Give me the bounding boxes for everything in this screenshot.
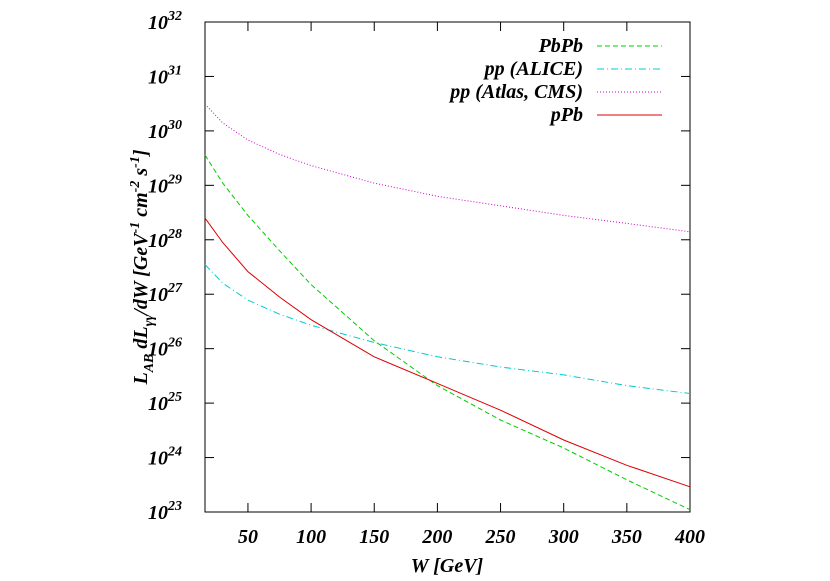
x-tick-label: 200 <box>421 526 452 548</box>
y-tick-base: 10 <box>148 339 168 361</box>
y-tick-power: 26 <box>167 336 182 351</box>
y-tick-label: 1030 <box>148 118 182 143</box>
y-tick-power: 31 <box>167 63 182 78</box>
y-axis-label-part: s <box>130 168 152 181</box>
y-tick-label: 1032 <box>148 9 182 34</box>
y-tick-label: 1025 <box>148 390 182 415</box>
y-axis-label-part: γγ <box>142 315 157 327</box>
y-tick-power: 27 <box>167 281 183 296</box>
y-axis-label-part: L <box>130 372 152 385</box>
y-axis-label-part: -2 <box>128 181 143 193</box>
x-tick-label: 50 <box>238 526 258 548</box>
y-tick-base: 10 <box>148 66 168 88</box>
y-axis-label-part: dL <box>130 326 152 353</box>
y-tick-base: 10 <box>148 12 168 34</box>
y-tick-base: 10 <box>148 393 168 415</box>
x-tick-label: 150 <box>359 526 389 548</box>
y-axis-label: LAB dLγγ/dW [GeV-1 cm-2 s-1] <box>128 149 157 385</box>
y-axis-label-part: cm <box>130 192 152 221</box>
y-tick-base: 10 <box>148 284 168 306</box>
y-tick-power: 23 <box>167 499 182 514</box>
y-tick-power: 30 <box>167 118 182 133</box>
series-line <box>204 154 691 511</box>
legend-label: PbPb <box>538 35 583 57</box>
legend-label: pp (Atlas, CMS) <box>448 81 583 103</box>
y-axis-label-part: AB <box>142 354 157 374</box>
legend-label: pPb <box>549 104 583 126</box>
y-tick-label: 1027 <box>148 281 183 306</box>
y-axis-label-part: -1 <box>128 222 143 234</box>
x-tick-label: 300 <box>548 526 579 548</box>
y-tick-base: 10 <box>148 448 168 470</box>
y-axis-label-part: -1 <box>128 156 143 168</box>
y-tick-power: 29 <box>167 172 182 187</box>
y-tick-base: 10 <box>148 502 168 524</box>
y-axis-label-part: /dW [GeV <box>130 232 152 317</box>
legend-label: pp (ALICE) <box>483 58 583 80</box>
y-tick-label: 1023 <box>148 499 182 524</box>
y-tick-label: 1028 <box>148 227 182 252</box>
y-axis-label-part: ] <box>130 149 152 158</box>
y-tick-base: 10 <box>148 230 168 252</box>
y-tick-power: 28 <box>167 227 182 242</box>
y-tick-power: 24 <box>167 445 182 460</box>
y-tick-label: 1031 <box>148 63 182 88</box>
x-tick-label: 350 <box>611 526 642 548</box>
series-line <box>204 217 691 488</box>
y-tick-label: 1029 <box>148 172 182 197</box>
y-tick-power: 32 <box>167 9 182 24</box>
x-axis-label: W [GeV] <box>411 555 484 577</box>
y-tick-power: 25 <box>167 390 182 405</box>
x-tick-label: 100 <box>296 526 326 548</box>
x-tick-label: 400 <box>674 526 705 548</box>
plot-frame <box>204 21 691 513</box>
y-tick-base: 10 <box>148 121 168 143</box>
y-tick-base: 10 <box>148 175 168 197</box>
x-tick-label: 250 <box>485 526 516 548</box>
y-tick-label: 1024 <box>148 445 182 470</box>
y-tick-label: 1026 <box>148 336 182 361</box>
series-line <box>204 264 691 394</box>
series-line <box>204 103 691 233</box>
